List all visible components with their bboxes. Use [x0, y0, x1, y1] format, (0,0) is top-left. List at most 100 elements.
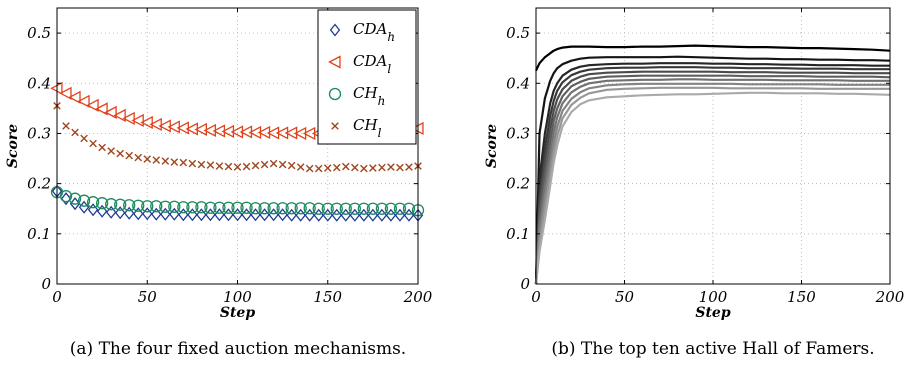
data-point	[71, 128, 79, 137]
data-point	[366, 202, 380, 215]
data-point	[152, 156, 161, 164]
data-point	[332, 163, 341, 172]
data-point	[287, 161, 296, 170]
legend-label: CDAl	[353, 52, 391, 76]
legend-entry: CHh	[328, 84, 385, 108]
x-tick-label: 100	[699, 288, 728, 306]
data-point	[95, 102, 108, 116]
x-axis-label-a: Step	[220, 305, 255, 321]
data-point	[140, 115, 153, 129]
data-point	[114, 198, 127, 211]
data-point	[375, 202, 389, 215]
x-tick-label: 50	[615, 288, 635, 306]
data-point	[150, 200, 163, 213]
data-point	[116, 149, 124, 158]
y-tick-label: 0.4	[27, 74, 51, 92]
data-point	[230, 125, 244, 139]
ticks-b: 0 50 100 150 200 0 0.1 0.2 0.3 0.4 0.5	[506, 8, 905, 306]
caption-b: (b) The top ten active Hall of Famers.	[551, 339, 874, 359]
data-point	[367, 208, 379, 222]
data-point	[330, 202, 343, 215]
data-point	[215, 162, 224, 170]
series-line-8	[534, 82, 890, 285]
data-point	[241, 208, 252, 222]
data-point	[223, 208, 234, 222]
data-point	[96, 204, 108, 218]
data-point	[304, 208, 315, 222]
data-point	[122, 111, 135, 125]
data-point	[313, 208, 324, 222]
data-point	[242, 162, 251, 171]
data-point	[149, 117, 162, 131]
data-point	[240, 201, 253, 214]
x-tick-label: 0	[52, 288, 62, 306]
data-point	[95, 197, 109, 210]
data-point	[224, 162, 233, 171]
data-point	[68, 192, 82, 205]
legend-label: CDAh	[353, 20, 395, 44]
data-point	[132, 199, 145, 212]
data-point	[266, 126, 280, 140]
y-tick-label: 0.3	[27, 124, 51, 142]
series-line-2	[534, 55, 891, 285]
data-point	[86, 196, 100, 209]
series-line-9	[534, 86, 890, 285]
data-point	[77, 94, 90, 108]
data-point	[86, 98, 99, 112]
data-point	[168, 200, 181, 213]
data-point	[177, 201, 190, 214]
legend-label: CHh	[353, 84, 385, 108]
data-point	[87, 203, 99, 217]
data-point	[187, 208, 198, 222]
data-point	[214, 208, 225, 222]
caption-a: (a) The four fixed auction mechanisms.	[70, 339, 406, 359]
data-point	[340, 208, 352, 222]
data-point	[105, 198, 118, 211]
data-point	[331, 208, 343, 222]
data-point	[123, 199, 136, 212]
data-point	[303, 202, 316, 215]
data-point	[196, 208, 207, 222]
series-line-4	[534, 66, 890, 285]
data-point	[170, 158, 179, 166]
data-point	[293, 126, 307, 141]
data-point	[351, 163, 359, 172]
data-point	[360, 164, 368, 173]
data-point	[195, 201, 208, 214]
data-point	[60, 192, 72, 206]
y-tick-label: 0.5	[506, 24, 530, 42]
y-tick-label: 0.5	[27, 24, 51, 42]
x-tick-label: 200	[403, 288, 433, 306]
y-tick-label: 0.2	[27, 175, 51, 193]
data-point	[141, 200, 154, 213]
data-point	[132, 207, 144, 221]
data-point	[114, 206, 126, 220]
data-point	[197, 160, 206, 169]
data-point	[178, 208, 189, 222]
series-line-6	[534, 74, 891, 285]
y-tick-label: 0	[520, 275, 530, 293]
data-point	[358, 208, 370, 222]
data-point	[259, 208, 270, 222]
x-tick-label: 100	[223, 288, 252, 306]
data-point	[323, 164, 332, 172]
data-point	[248, 125, 262, 140]
series-b	[534, 44, 891, 285]
data-point	[161, 157, 170, 165]
data-point	[394, 208, 406, 222]
x-tick-label: 0	[531, 288, 541, 306]
data-point	[98, 143, 106, 152]
x-tick-label: 200	[875, 288, 905, 306]
legend-label: CHl	[353, 116, 382, 140]
data-point	[378, 163, 386, 172]
data-point	[204, 201, 217, 214]
data-point	[302, 126, 316, 141]
legend-a: CDAh CDAl CHh CHl	[317, 9, 417, 145]
legend-entry: CDAh	[329, 20, 395, 44]
data-point	[222, 201, 235, 214]
data-point	[314, 164, 323, 173]
series-a	[50, 81, 425, 222]
data-point	[405, 163, 413, 171]
